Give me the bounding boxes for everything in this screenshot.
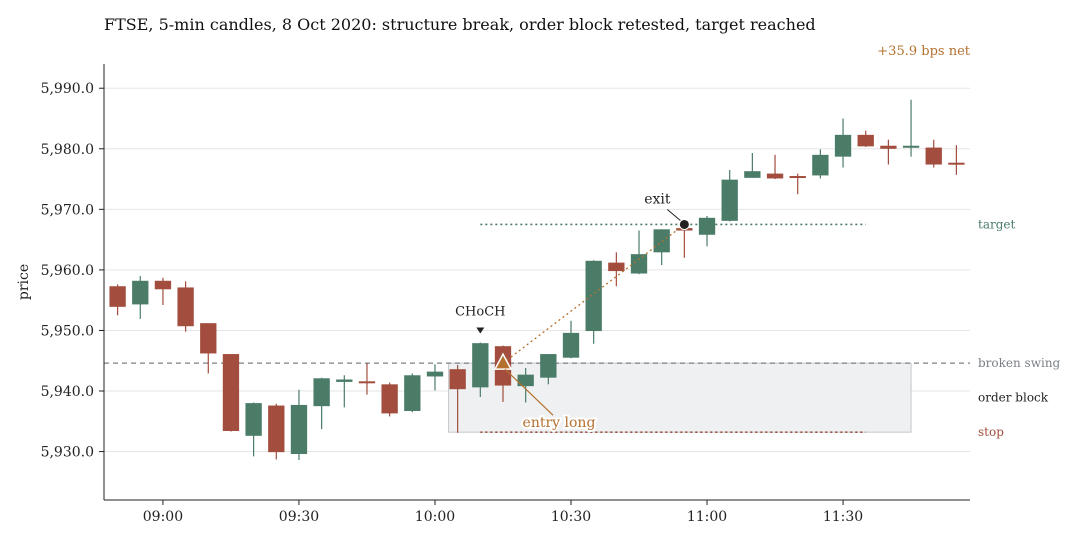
y-tick-label: 5,990.0 (41, 81, 94, 97)
candle-body (449, 369, 466, 390)
net-return-label: +35.9 bps net (877, 44, 970, 59)
candle-body (789, 176, 806, 179)
candle-body (925, 147, 942, 165)
order-block-label: order block (978, 391, 1049, 405)
candles (109, 99, 965, 461)
y-axis-label: price (16, 264, 32, 300)
exit-leader (667, 209, 681, 221)
candle-body (381, 384, 398, 414)
stop-label: stop (978, 425, 1004, 439)
trade-path (502, 223, 685, 364)
candle-body (177, 287, 194, 327)
x-tick-label: 10:30 (551, 509, 591, 525)
candle-body (154, 280, 172, 290)
axes: 5,930.0 5,940.0 5,950.0 5,960.0 5,970.0 5,980… (41, 64, 970, 525)
candle-body (653, 229, 670, 253)
x-tick-label: 10:00 (415, 509, 455, 525)
candle-body (472, 343, 489, 388)
candle-body (721, 179, 738, 221)
y-tick-label: 5,930.0 (41, 445, 94, 461)
candle-body (290, 404, 308, 454)
candle-body (857, 134, 874, 147)
chart-title: FTSE, 5-min candles, 8 Oct 2020: structu… (104, 15, 816, 34)
candle-body (812, 154, 829, 176)
candle-body (245, 403, 262, 436)
entry-leader (504, 368, 554, 416)
candle-body (585, 260, 602, 332)
candle-body (880, 145, 897, 149)
entry-label: entry long (523, 415, 596, 431)
candle-body (608, 262, 625, 272)
candle-body (766, 173, 784, 179)
candle-body (902, 145, 920, 148)
x-tick-label: 09:30 (279, 509, 319, 525)
choch-marker (476, 327, 485, 334)
y-tick-label: 5,970.0 (41, 202, 94, 218)
candle-body (200, 323, 217, 354)
candle-body (109, 286, 126, 307)
candle-body (540, 354, 557, 378)
x-tick-label: 09:00 (143, 509, 183, 525)
target-label: target (978, 217, 1015, 231)
candle-body (358, 381, 376, 384)
candle-body (562, 332, 580, 358)
candle-body (517, 374, 534, 387)
exit-label: exit (644, 191, 671, 207)
y-tick-label: 5,980.0 (41, 142, 94, 158)
order-block-zone (448, 362, 912, 433)
y-tick-label: 5,950.0 (41, 323, 94, 339)
entry-marker (493, 352, 513, 370)
order-block-layer: order block (448, 362, 1049, 433)
candle-body (313, 378, 330, 407)
candle-body (404, 375, 421, 411)
candle-body (336, 379, 353, 382)
grid-lines (104, 87, 970, 453)
y-tick-label: 5,960.0 (41, 263, 94, 279)
candle-body (222, 354, 240, 431)
x-tick-label: 11:00 (687, 509, 727, 525)
choch-label: CHoCH (455, 304, 505, 319)
candle-body (268, 405, 285, 453)
y-tick-label: 5,940.0 (41, 384, 94, 400)
candle-body (948, 162, 965, 165)
candle-body (426, 371, 444, 377)
candle-body (744, 171, 761, 178)
candle-body (630, 254, 648, 274)
candle-body (698, 217, 716, 235)
candle-body (834, 134, 852, 157)
broken-swing-label: broken swing (978, 356, 1061, 370)
candle-body (132, 280, 149, 305)
x-tick-label: 11:30 (823, 509, 863, 525)
annotations: CHoCH entry long exit (455, 191, 690, 433)
level-lines: broken swing target stop (104, 217, 1061, 439)
exit-marker (678, 218, 690, 230)
